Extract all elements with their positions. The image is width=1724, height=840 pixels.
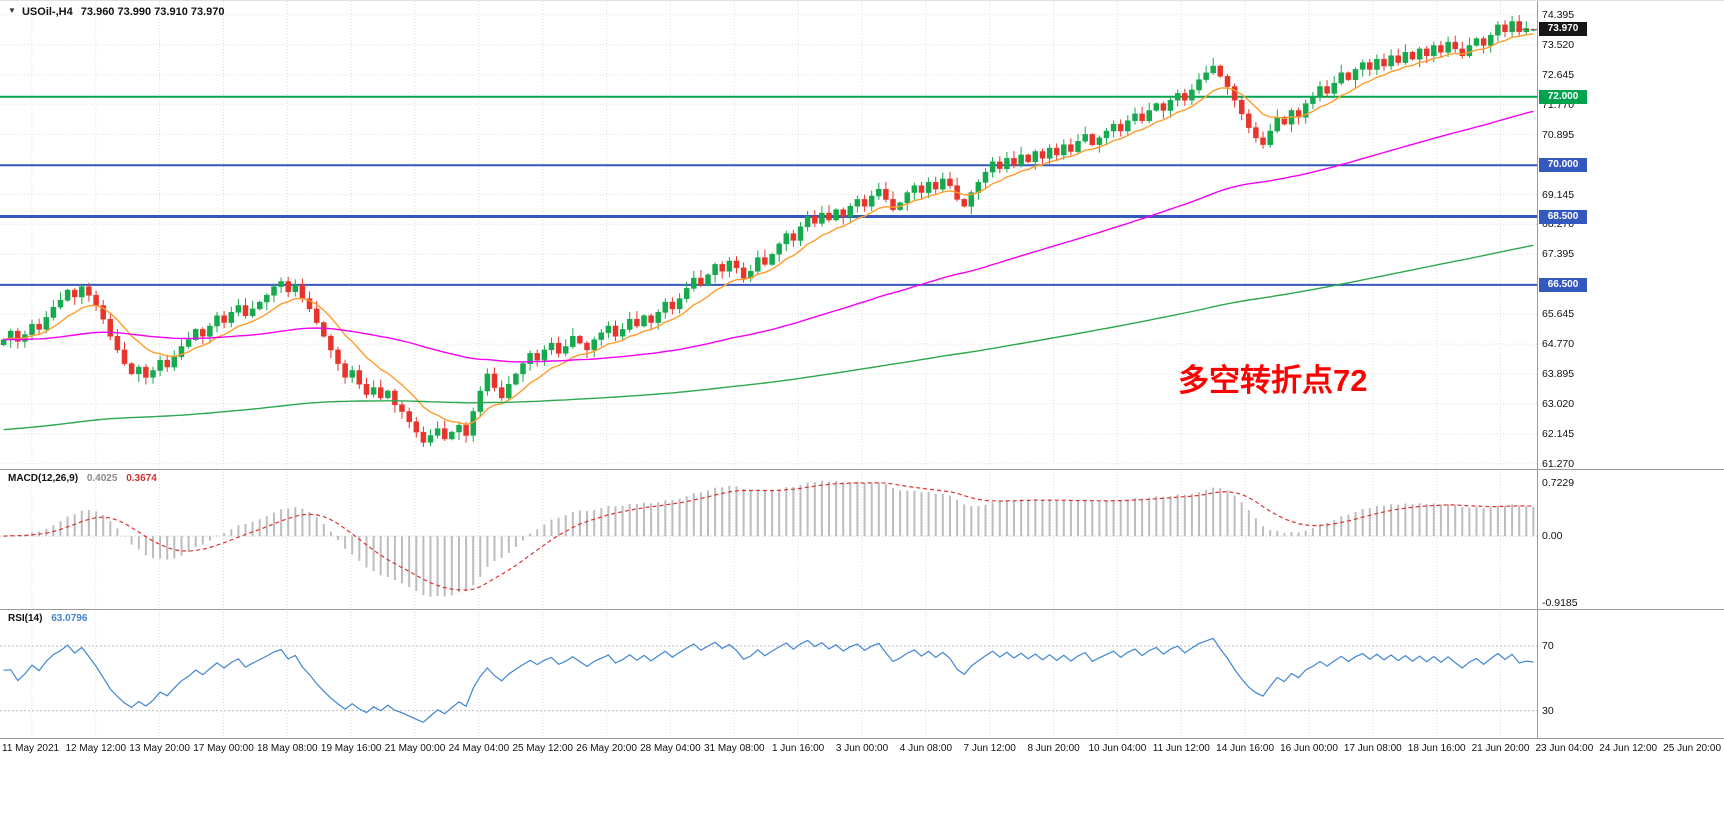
time-axis-label: 17 May 00:00 [193, 743, 254, 754]
rsi-header: RSI(14) 63.0796 [8, 613, 87, 624]
price-axis-label: 64.770 [1542, 338, 1575, 351]
rsi-panel-canvas[interactable] [0, 609, 1537, 738]
ma-line-fast-ma [3, 33, 1534, 426]
macd-signal-value: 0.3674 [126, 473, 157, 484]
price-axis-label: 63.020 [1542, 398, 1575, 410]
rsi-label: RSI(14) [8, 613, 43, 624]
rsi-axis-label: 70 [1542, 640, 1554, 653]
macd-axis-label: -0.9185 [1542, 597, 1578, 610]
time-axis-label: 8 Jun 20:00 [1027, 743, 1080, 754]
price-scale-border [1537, 1, 1538, 738]
annotation-text: 多空转折点72 [1178, 363, 1368, 398]
price-axis[interactable]: 74.39573.52072.64571.77070.89570.02069.1… [1538, 1, 1724, 738]
time-axis-label: 4 Jun 08:00 [899, 743, 953, 754]
time-axis-label: 25 Jun 20:00 [1663, 743, 1722, 754]
main-chart-canvas[interactable] [0, 1, 1537, 469]
time-axis-label: 18 May 08:00 [256, 743, 318, 754]
price-axis-label: 72.645 [1542, 68, 1575, 81]
symbol-timeframe-label: USOil-,H4 [21, 6, 73, 18]
vertical-gridlines [31, 469, 1501, 609]
price-axis-label: 61.270 [1542, 457, 1575, 470]
time-axis-label: 23 Jun 04:00 [1535, 743, 1594, 754]
price-axis-label: 63.895 [1542, 368, 1575, 381]
chart-title: ▼ USOil-,H4 73.960 73.990 73.910 73.970 [8, 6, 225, 18]
time-axis-label: 1 Jun 16:00 [771, 743, 825, 754]
price-axis-label: 67.395 [1542, 248, 1575, 261]
panel-separator[interactable] [0, 469, 1724, 470]
time-axis-label: 21 Jun 20:00 [1471, 743, 1530, 754]
time-axis-label: 21 May 00:00 [384, 743, 446, 754]
macd-axis-label: 0.00 [1542, 530, 1563, 543]
time-axis-label: 10 Jun 04:00 [1088, 743, 1147, 754]
time-axis-label: 13 May 20:00 [129, 743, 190, 754]
time-axis-label: 28 May 04:00 [640, 743, 701, 754]
time-axis-label: 18 Jun 16:00 [1407, 743, 1466, 754]
panel-separator[interactable] [0, 609, 1724, 610]
hline-price-badge: 66.500 [1539, 277, 1587, 292]
price-axis-label: 62.145 [1542, 427, 1575, 440]
time-axis-label: 11 Jun 12:00 [1152, 743, 1210, 754]
time-axis-label: 12 May 12:00 [65, 743, 127, 754]
hline-price-badge: 68.500 [1539, 209, 1587, 224]
macd-histogram [9, 480, 1535, 597]
candles [0, 15, 1537, 447]
macd-main-value: 0.4025 [86, 473, 118, 484]
time-axis[interactable]: 11 May 2021 12 May 12:00 13 May 20:00 17 Ma… [0, 738, 1724, 764]
price-axis-label: 65.645 [1542, 308, 1575, 321]
time-axis-separator [0, 738, 1724, 739]
price-axis-label: 69.145 [1542, 188, 1575, 201]
time-axis-label: 7 Jun 12:00 [963, 743, 1016, 754]
symbol-marker-icon: ▼ [8, 6, 16, 15]
time-axis-label: 31 May 08:00 [703, 743, 765, 754]
price-axis-label: 73.520 [1542, 38, 1575, 51]
rsi-value: 63.0796 [51, 613, 88, 624]
time-axis-label: 16 Jun 00:00 [1280, 743, 1338, 754]
time-axis-label: 11 May 2021 [2, 743, 60, 754]
time-axis-label: 24 Jun 12:00 [1599, 743, 1658, 754]
macd-header: MACD(12,26,9) 0.4025 0.3674 [8, 473, 157, 484]
current-price-badge: 73.970 [1539, 22, 1587, 37]
time-axis-label: 25 May 12:00 [512, 743, 573, 754]
rsi-line [3, 637, 1534, 723]
support-resistance-lines [0, 95, 1537, 286]
time-axis-label: 3 Jun 00:00 [835, 743, 889, 754]
macd-label: MACD(12,26,9) [8, 473, 79, 484]
macd-panel-canvas[interactable] [0, 469, 1537, 609]
price-axis-label: 70.895 [1542, 128, 1575, 141]
time-axis-label: 17 Jun 08:00 [1343, 743, 1402, 754]
time-axis-label: 14 Jun 16:00 [1216, 743, 1275, 754]
hline-price-badge: 70.000 [1539, 158, 1587, 173]
vertical-gridlines [31, 609, 1501, 738]
rsi-axis-label: 30 [1542, 704, 1554, 717]
macd-signal-line [3, 482, 1534, 591]
time-axis-label: 19 May 16:00 [320, 743, 382, 754]
hline-price-badge: 72.000 [1539, 89, 1587, 104]
ma-line-slow-ma [3, 244, 1534, 431]
time-axis-label: 24 May 04:00 [448, 743, 510, 754]
price-axis-label: 74.395 [1542, 8, 1575, 21]
time-axis-label: 26 May 20:00 [576, 743, 637, 754]
ma-line-medium-ma [3, 110, 1534, 363]
macd-axis-label: 0.7229 [1542, 477, 1575, 490]
ohlc-readout: 73.960 73.990 73.910 73.970 [80, 6, 225, 18]
